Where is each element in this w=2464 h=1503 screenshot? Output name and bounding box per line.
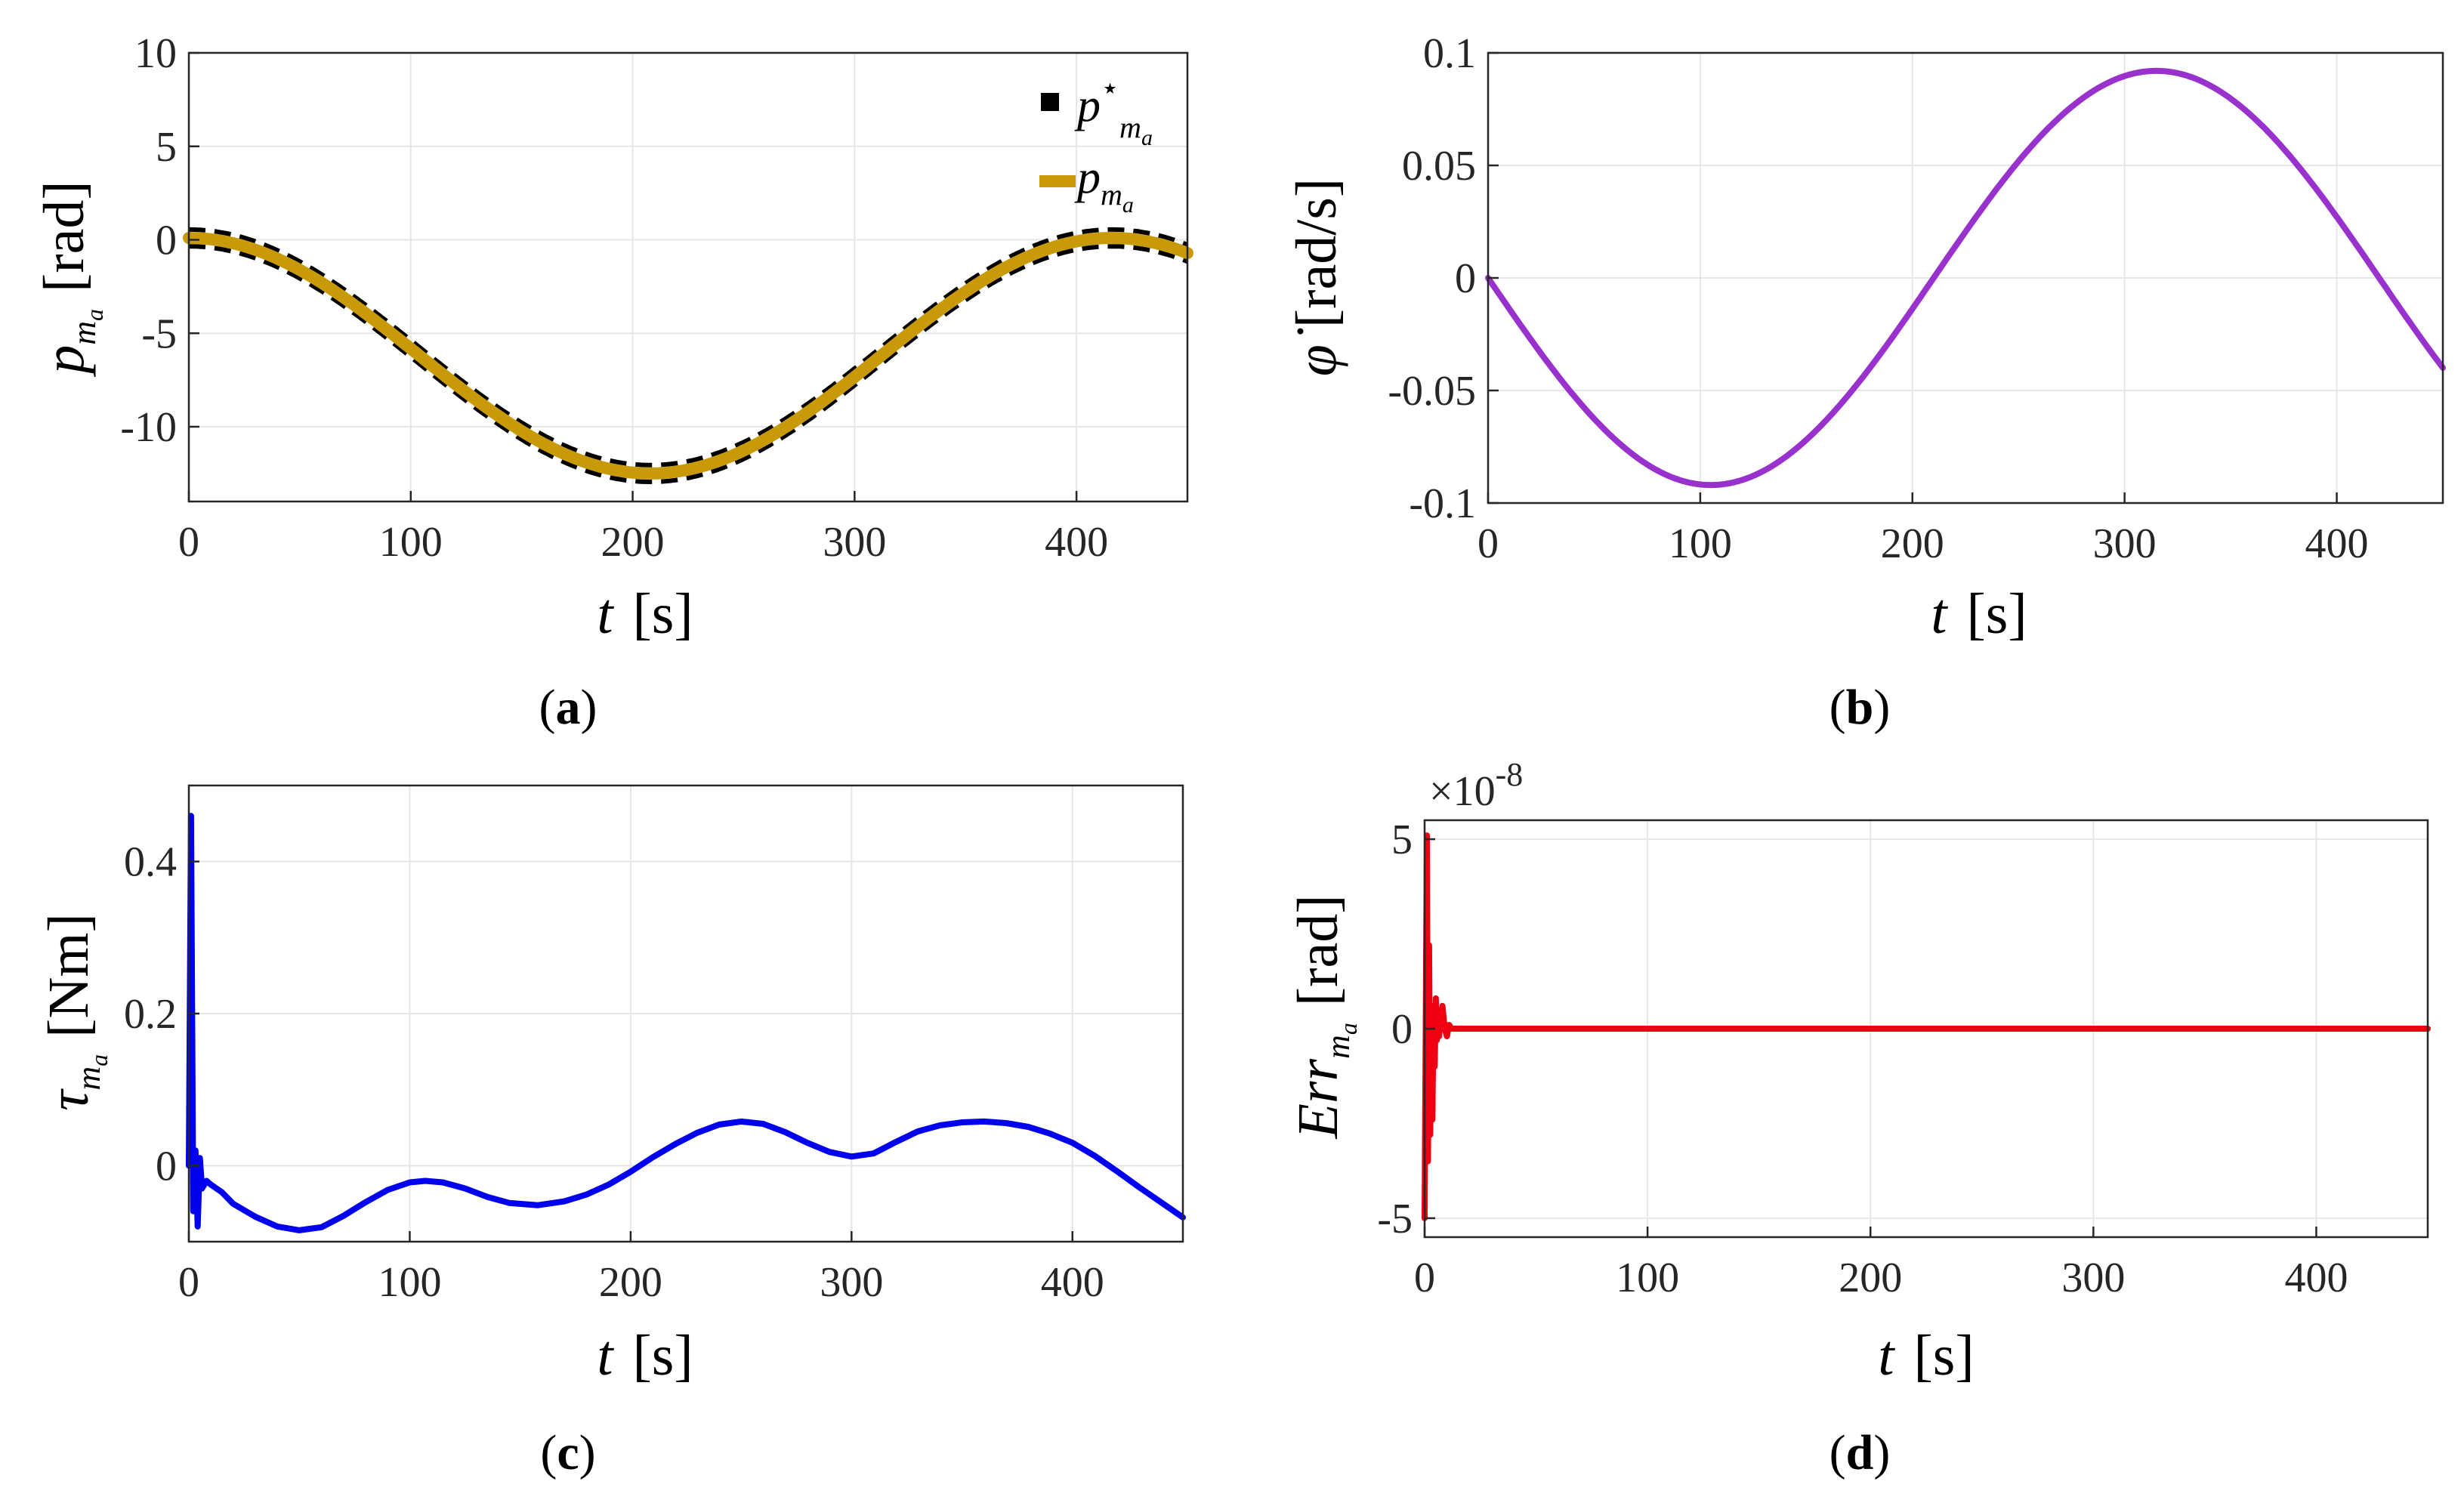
tick-label-x: 400 — [1045, 519, 1108, 566]
tick-label-x: 200 — [1839, 1255, 1902, 1301]
series-p_ma — [183, 232, 1193, 480]
tick-label-x: 0 — [178, 1259, 199, 1306]
panel-c: 0 100 200 300 400 0.4 0.2 0 t [s] τma[Nm] (c) — [37, 784, 1186, 1480]
panel-b-data — [1485, 67, 2446, 489]
panel-a-ylabel: pma[rad] — [32, 181, 108, 377]
panel-b: 0 100 200 300 400 0.1 0.05 0 -0.05 -0.1 t [s] φ̇[r… — [1285, 30, 2446, 735]
panel-a: 0 100 200 300 400 10 5 0 -5 -10 p⋆ma pma t [s] pma… — [32, 30, 1193, 735]
panel-c-xlabel: t [s] — [597, 1324, 693, 1387]
tick-label-x: 0 — [178, 519, 199, 566]
tick-label-x: 0 — [1477, 520, 1499, 567]
tick-label-x: 100 — [1616, 1255, 1679, 1301]
panel-b-ylabel: φ̇[rad/s] — [1285, 178, 1348, 376]
tick-label-x: 100 — [1669, 520, 1732, 567]
legend-marker-reference — [1041, 93, 1059, 111]
series-tau_ma — [186, 813, 1186, 1233]
series-p_ma*-lower — [189, 244, 1189, 484]
panel-b-xlabel: t [s] — [1931, 582, 2027, 646]
legend-label-reference: p⋆ma — [1074, 71, 1153, 150]
tick-label-y: -5 — [141, 310, 177, 357]
legend-label-measured: pma — [1074, 152, 1134, 218]
panel-b-caption: (b) — [1829, 680, 1891, 735]
tick-label-x: 300 — [820, 1259, 883, 1306]
tick-label-y: -0.05 — [1388, 368, 1476, 415]
tick-label-x: 200 — [1881, 520, 1944, 567]
panel-d-ylabel: Errma[rad] — [1286, 894, 1362, 1139]
panel-a-ticks: 0 100 200 300 400 10 5 0 -5 -10 — [120, 30, 1108, 566]
tick-label-y: 0.2 — [124, 991, 177, 1038]
tick-label-x: 400 — [2284, 1255, 2348, 1301]
tick-label-y: 0.1 — [1423, 30, 1476, 77]
tick-label-y: -0.1 — [1409, 480, 1476, 527]
panel-a-legend: p⋆ma pma — [1039, 71, 1153, 218]
panel-d-xlabel: t [s] — [1878, 1324, 1974, 1387]
panel-a-data — [183, 227, 1193, 484]
tick-label-y: 10 — [134, 30, 177, 77]
panel-c-ylabel: τma[Nm] — [37, 913, 113, 1111]
panel-c-grid — [188, 785, 1183, 1242]
tick-label-y: 0.05 — [1402, 143, 1476, 190]
series-phi_dot — [1485, 67, 2446, 489]
tick-label-x: 400 — [1041, 1259, 1104, 1306]
tick-label-y: 5 — [1391, 816, 1413, 863]
tick-label-x: 200 — [601, 519, 665, 566]
tick-label-y: 5 — [156, 124, 177, 171]
tick-label-x: 100 — [378, 1259, 441, 1306]
panel-a-xlabel: t [s] — [597, 582, 693, 646]
tick-label-y: 0 — [156, 1143, 177, 1190]
series-Err_ma — [1422, 832, 2431, 1221]
tick-label-x: 0 — [1414, 1255, 1435, 1301]
tick-label-x: 300 — [2061, 1255, 2125, 1301]
tick-label-x: 300 — [823, 519, 886, 566]
tick-label-y: 0.4 — [124, 839, 177, 886]
tick-label-y: 0 — [1455, 255, 1476, 302]
panel-a-axes-box — [187, 51, 1189, 503]
panel-c-data — [186, 813, 1186, 1233]
tick-label-x: 100 — [379, 519, 443, 566]
panel-d-exponent: ×10-8 — [1429, 756, 1523, 815]
tick-label-x: 200 — [599, 1259, 662, 1306]
panel-d-data — [1422, 832, 2431, 1221]
tick-label-y: -5 — [1377, 1196, 1413, 1242]
panel-b-ticks: 0 100 200 300 400 0.1 0.05 0 -0.05 -0.1 — [1388, 30, 2368, 567]
tick-label-y: 0 — [156, 218, 177, 264]
tick-label-y: -10 — [120, 404, 177, 451]
panel-d-caption: (d) — [1829, 1425, 1891, 1480]
tick-label-x: 400 — [2305, 520, 2369, 567]
panel-a-caption: (a) — [539, 680, 597, 735]
tick-label-y: 0 — [1391, 1006, 1413, 1053]
panel-c-ticks: 0 100 200 300 400 0.4 0.2 0 — [124, 839, 1104, 1306]
panel-a-grid — [188, 52, 1187, 502]
tick-label-x: 300 — [2093, 520, 2157, 567]
panel-c-caption: (c) — [540, 1425, 595, 1480]
series-p_ma*-upper — [189, 227, 1189, 468]
panel-b-grid — [1487, 52, 2443, 504]
